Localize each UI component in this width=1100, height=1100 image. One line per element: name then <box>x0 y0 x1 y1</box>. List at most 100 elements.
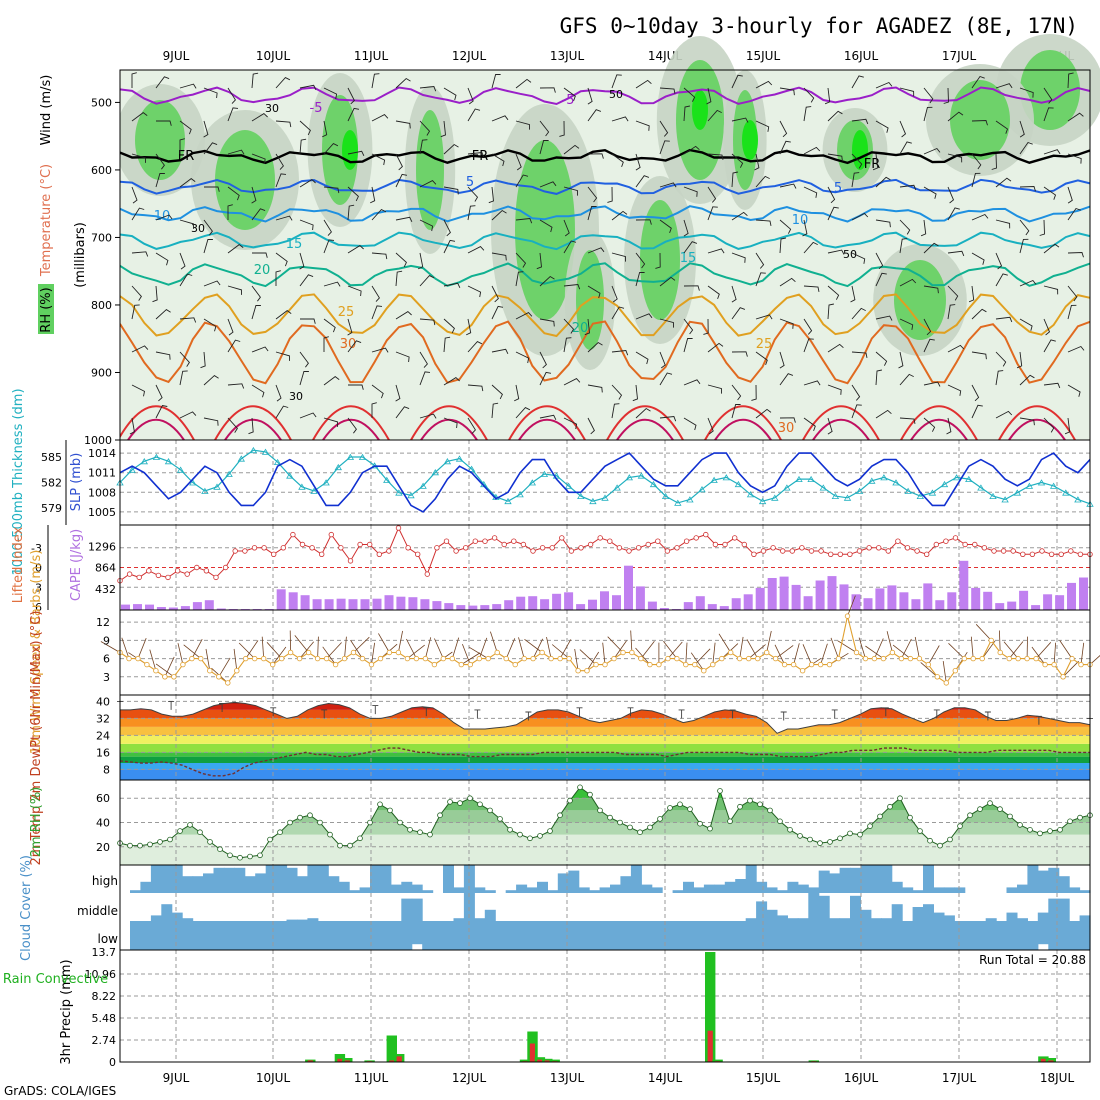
wind-barb <box>155 351 171 360</box>
wind-barb <box>371 384 384 399</box>
thickness-point <box>467 465 476 472</box>
lifted-index-point <box>664 548 671 554</box>
thickness-point <box>455 455 464 462</box>
thickness-point <box>734 480 743 488</box>
thickness-point <box>989 492 997 499</box>
cloud-cover-bar <box>422 921 434 950</box>
wind-barb <box>491 348 509 354</box>
wind-barb <box>947 344 965 353</box>
cloud-cover-bar <box>589 921 601 950</box>
wind-barb <box>419 180 437 188</box>
wind-barb <box>920 219 927 237</box>
temp-max-mark <box>219 703 226 712</box>
wind-speed-point <box>943 680 949 686</box>
rh-color-band <box>120 834 1090 865</box>
isotherm-label: 30 <box>778 421 795 436</box>
wind-barb-10m <box>378 633 390 653</box>
thickness-point <box>334 463 343 471</box>
wind-barb <box>755 252 765 269</box>
cloud-cover-bar <box>370 865 381 893</box>
wind-barb <box>611 153 624 168</box>
wind-barb <box>635 219 652 225</box>
cape-bar <box>899 592 909 610</box>
wind-barb <box>323 376 340 386</box>
rh-point <box>517 831 523 838</box>
temp-color-band <box>120 726 1090 736</box>
wind-barb-10m <box>233 648 238 671</box>
wind-barb <box>395 77 411 89</box>
cloud-cover-bar <box>390 884 402 893</box>
wind-speed-point <box>1078 661 1084 668</box>
wind-barb <box>683 285 700 291</box>
slp-ylabel: SLP (mb) <box>69 453 84 512</box>
cloud-cover-bar <box>526 921 538 950</box>
lifted-index-point <box>732 535 738 541</box>
temp-max-mark <box>933 709 940 719</box>
cloud-cover-bar <box>495 921 507 950</box>
cloud-cover-bar <box>1048 867 1060 893</box>
wind-barb <box>995 177 1012 188</box>
rh-point <box>807 836 813 843</box>
wind-barb <box>971 351 987 360</box>
rh-point <box>647 824 653 831</box>
cape-bar <box>372 598 382 610</box>
cloud-cover-bar <box>244 876 256 893</box>
cloud-cover-bar <box>203 921 214 950</box>
rh-point <box>167 836 173 843</box>
lifted-index-point <box>876 545 882 551</box>
wind-barb <box>1043 243 1060 254</box>
precip-tick-label: 10.96 <box>85 968 117 981</box>
wind-barb <box>371 305 383 320</box>
wind-barb <box>635 153 641 171</box>
wind-barb <box>227 107 239 122</box>
cape-bar <box>408 597 418 610</box>
wind-barb <box>131 112 148 122</box>
cloud-cover-bar <box>1079 921 1091 950</box>
wind-speed-point <box>862 655 869 662</box>
rh-point <box>217 846 223 852</box>
cloud-cover-bar <box>161 904 173 921</box>
wind-barb <box>419 318 436 326</box>
wind-barb <box>707 417 714 435</box>
thickness-point <box>649 480 658 488</box>
wind-barb <box>971 153 982 170</box>
lifted-index-point <box>174 568 181 574</box>
wind-barb-10m <box>685 642 688 665</box>
wind-barb <box>347 107 360 122</box>
rh-point <box>187 822 193 828</box>
lifted-index-point <box>194 564 200 571</box>
wind-speed-point <box>808 661 815 668</box>
wind-barb <box>179 411 197 419</box>
cloud-cover-bar <box>1037 912 1049 921</box>
wind-barb <box>539 140 549 155</box>
bottom-date-label: 10JUL <box>256 1071 291 1085</box>
rh-tick-label: 60 <box>96 792 110 805</box>
wind-barb <box>655 252 661 269</box>
wind-barb <box>491 285 499 303</box>
wind-barb <box>1067 153 1082 164</box>
cloud-cover-bar <box>745 918 757 921</box>
wind-barb <box>1067 384 1081 397</box>
thickness-point <box>928 489 937 496</box>
wind-barb <box>803 186 818 198</box>
cloud-cover-bar <box>923 865 934 893</box>
rh-point <box>977 806 983 812</box>
thickness-point <box>1074 496 1082 503</box>
temp-color-band <box>120 756 1090 763</box>
rh-point <box>237 854 243 861</box>
cloud-cover-bar <box>735 921 747 950</box>
wind-speed-point <box>144 661 150 668</box>
lifted-index-point <box>299 541 306 548</box>
cloud-cover-bar <box>766 921 778 950</box>
cloud-cover-bar <box>818 921 830 950</box>
wind-barb <box>971 172 981 188</box>
precip-tick-label: 13.7 <box>92 946 117 959</box>
rh-point <box>797 833 803 839</box>
wind-barb <box>779 140 791 155</box>
wind-barb <box>1019 141 1033 155</box>
lifted-index-point <box>357 541 363 548</box>
isotherm-hot-arc <box>812 418 870 441</box>
cloud-cover-bar <box>829 873 841 893</box>
rh-point <box>667 805 673 811</box>
cloud-cover-bar <box>307 865 319 893</box>
